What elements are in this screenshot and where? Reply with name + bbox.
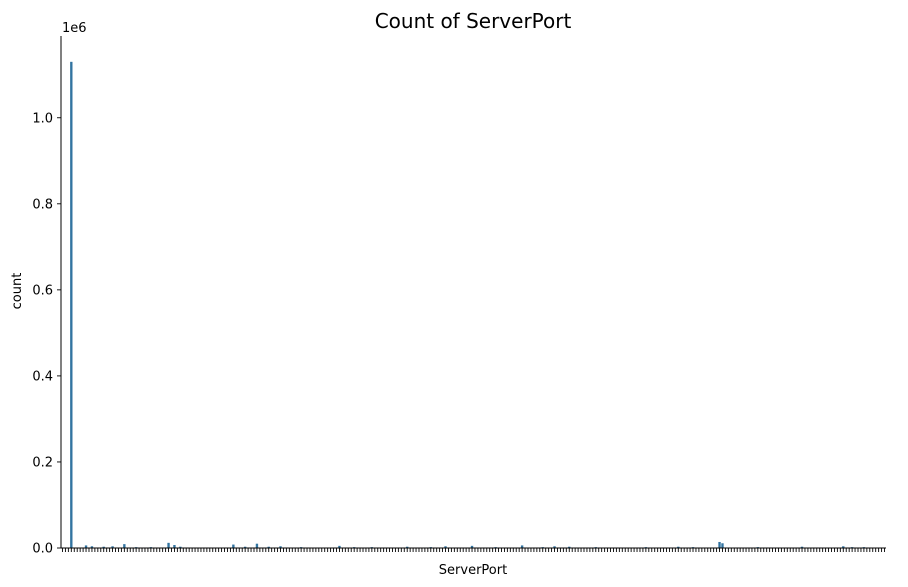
bar — [338, 545, 341, 548]
bar — [167, 542, 170, 548]
bar — [721, 543, 724, 548]
bar — [842, 546, 845, 548]
y-tick-label: 0.8 — [32, 197, 53, 212]
bar — [520, 545, 524, 548]
chart-title: Count of ServerPort — [375, 9, 572, 33]
bar — [102, 546, 105, 548]
bar — [444, 546, 447, 548]
bar — [800, 546, 804, 548]
y-tick-label: 0.0 — [32, 542, 53, 557]
bar — [179, 546, 182, 548]
x-axis-ticks — [62, 548, 885, 552]
bar — [267, 546, 270, 548]
bar — [255, 543, 259, 548]
bar — [470, 545, 474, 548]
bar — [568, 546, 571, 548]
bar — [90, 546, 94, 548]
x-axis-label: ServerPort — [439, 563, 507, 578]
bar — [84, 545, 88, 548]
bar — [406, 546, 409, 548]
bar-series — [70, 61, 866, 548]
bar — [173, 544, 176, 548]
y-axis-offset-label: 1e6 — [62, 21, 87, 36]
bar — [718, 541, 721, 548]
bar — [279, 546, 282, 548]
bar — [70, 61, 73, 548]
y-tick-label: 0.2 — [32, 455, 53, 470]
y-tick-label: 0.4 — [32, 369, 53, 384]
bar — [232, 544, 235, 548]
y-tick-label: 1.0 — [32, 111, 53, 126]
y-axis-label: count — [10, 273, 25, 310]
bar — [243, 546, 247, 548]
bar — [553, 546, 556, 548]
bar — [111, 546, 114, 548]
y-tick-label: 0.6 — [32, 283, 53, 298]
y-axis-ticks: 0.0 0.2 0.4 0.6 0.8 1.0 — [32, 111, 61, 557]
bar — [123, 544, 126, 548]
bar — [677, 546, 680, 548]
